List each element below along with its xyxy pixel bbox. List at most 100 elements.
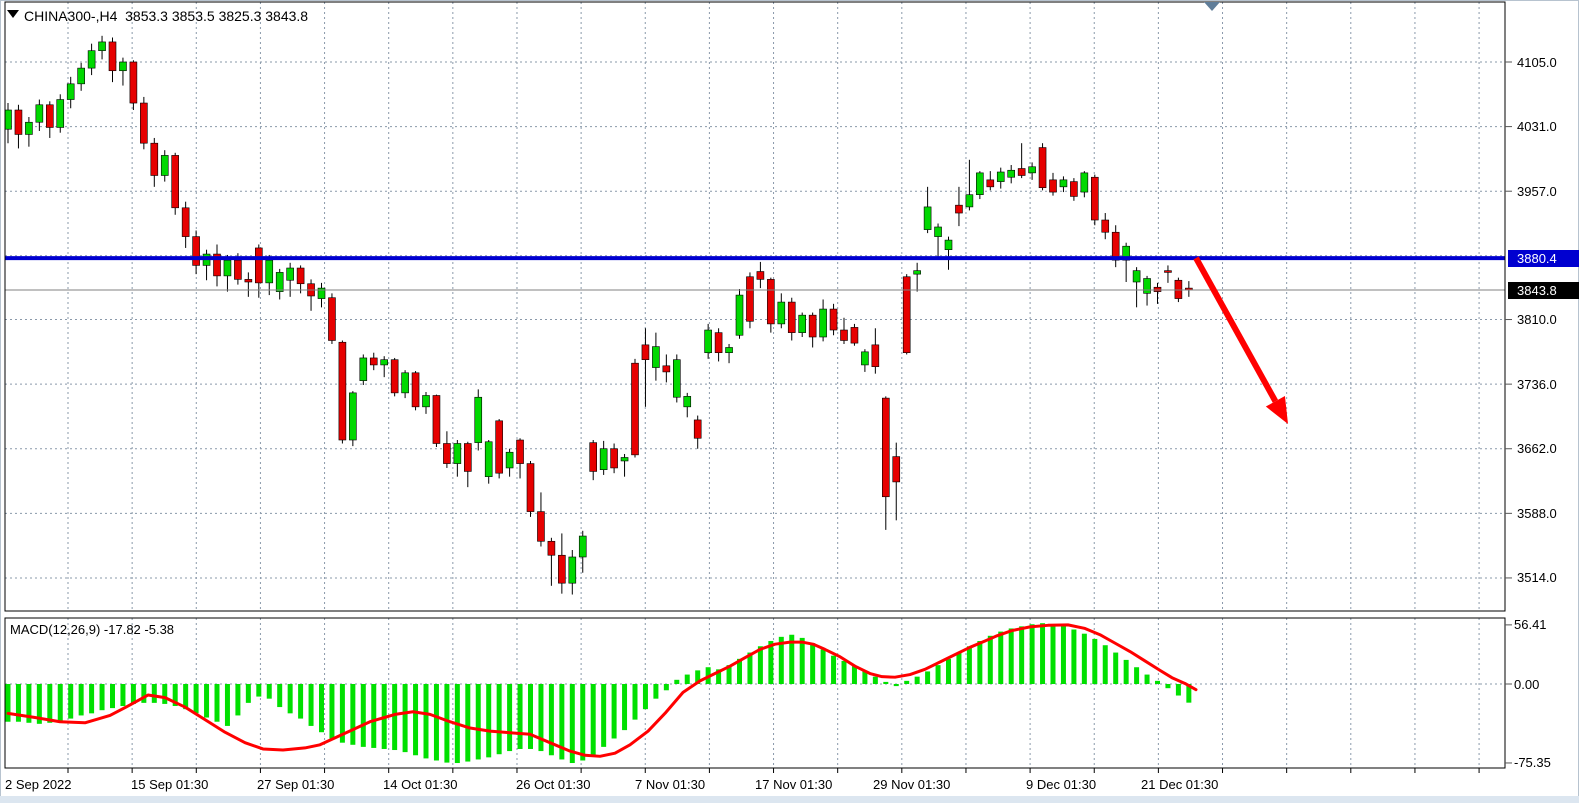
macd-histogram-bar (172, 684, 178, 707)
bear-candle (296, 267, 305, 285)
macd-histogram-bar (789, 634, 795, 684)
macd-histogram-bar (674, 679, 680, 684)
bear-candle (14, 109, 23, 135)
bear-candle (892, 456, 901, 483)
bull-candle (422, 395, 430, 408)
bear-candle (411, 372, 420, 408)
bull-candle (1132, 270, 1141, 283)
bull-candle (275, 272, 284, 292)
bull-candle (965, 194, 974, 208)
bear-candle (244, 279, 253, 283)
bull-candle (683, 396, 692, 408)
bull-candle (934, 226, 942, 237)
bear-candle (787, 301, 796, 333)
macd-histogram-bar (308, 684, 314, 726)
macd-histogram-bar (423, 684, 429, 759)
macd-histogram-bar (642, 684, 648, 710)
macd-plot-area[interactable] (5, 618, 1505, 768)
bear-candle (432, 395, 441, 444)
macd-histogram-bar (1040, 623, 1046, 684)
macd-histogram-bar (1029, 624, 1035, 684)
price-axis-label: 3514.0 (1517, 570, 1557, 586)
macd-histogram-bar (1155, 680, 1160, 684)
price-axis-label: 3957.0 (1517, 183, 1557, 199)
macd-histogram-bar (757, 646, 763, 684)
bear-candle (171, 155, 179, 209)
bear-candle (516, 439, 524, 464)
macd-histogram-bar (998, 631, 1004, 684)
macd-histogram-bar (1134, 667, 1140, 684)
bear-candle (1070, 181, 1078, 197)
bull-candle (119, 61, 127, 72)
trend-arrow-shaft[interactable] (1193, 256, 1279, 403)
time-axis-label: 29 Nov 01:30 (873, 777, 951, 792)
bear-candle (537, 511, 545, 542)
bull-candle (265, 259, 274, 284)
bear-candle (808, 314, 817, 338)
time-axis-label: 26 Oct 01:30 (516, 777, 591, 792)
macd-histogram-bar (1060, 626, 1066, 684)
macd-histogram-bar (663, 684, 669, 691)
macd-histogram-bar (841, 660, 847, 684)
bull-candle (87, 50, 96, 69)
macd-histogram-bar (110, 684, 115, 709)
macd-histogram-bar (914, 676, 920, 684)
macd-histogram-bar (935, 665, 941, 684)
bear-candle (558, 554, 566, 584)
bear-candle (902, 276, 911, 354)
macd-histogram-bar (298, 684, 304, 719)
trend-arrow-head[interactable] (1265, 395, 1288, 424)
macd-histogram-bar (883, 681, 889, 684)
bull-candle (317, 287, 326, 299)
macd-histogram-bar (987, 635, 993, 684)
macd-histogram-bar (695, 670, 701, 684)
bull-candle (599, 448, 608, 470)
macd-histogram-bar (36, 684, 42, 724)
macd-histogram-bar (1123, 659, 1129, 684)
time-axis-label: 9 Dec 01:30 (1026, 777, 1097, 792)
bear-candle (547, 540, 556, 556)
macd-histogram-bar (851, 666, 857, 684)
macd-histogram-bar (89, 684, 95, 714)
hline-price-badge: 3880.4 (1508, 249, 1579, 267)
bear-candle (45, 104, 54, 128)
macd-histogram-bar (329, 684, 335, 739)
macd-histogram-bar (590, 684, 596, 756)
bear-candle (714, 332, 723, 354)
macd-histogram-bar (507, 684, 513, 752)
macd-histogram-bar (402, 684, 408, 753)
macd-histogram-bar (277, 684, 283, 708)
price-axis-label: 4105.0 (1517, 54, 1557, 70)
bull-candle (996, 171, 1005, 182)
bull-candle (704, 329, 712, 354)
bull-candle (672, 359, 681, 398)
chart-shift-marker-icon[interactable] (1204, 2, 1220, 11)
bull-candle (1007, 169, 1016, 178)
price-axis-label: 3662.0 (1517, 441, 1557, 457)
macd-histogram-bar (737, 658, 742, 684)
bull-candle (35, 104, 44, 123)
symbol-marker-icon (7, 10, 19, 18)
time-axis-label: 27 Sep 01:30 (257, 777, 335, 792)
bull-candle (861, 351, 869, 366)
macd-histogram-bar (517, 684, 523, 749)
price-axis-label: 3588.0 (1517, 505, 1557, 521)
macd-histogram-bar (966, 646, 972, 684)
bull-candle (1059, 179, 1068, 188)
main-plot-area[interactable] (5, 2, 1506, 611)
macd-histogram-bar (946, 658, 951, 684)
bull-candle (1080, 172, 1089, 193)
macd-histogram-bar (224, 684, 230, 726)
bear-candle (1091, 176, 1099, 221)
bear-candle (589, 442, 598, 472)
bear-candle (693, 419, 702, 439)
macd-histogram-bar (726, 665, 732, 684)
bear-candle (1174, 279, 1183, 299)
bull-candle (777, 301, 786, 325)
macd-histogram-bar (548, 684, 554, 756)
bull-candle (484, 441, 493, 477)
bull-candle (453, 443, 462, 464)
bull-candle (474, 396, 483, 443)
